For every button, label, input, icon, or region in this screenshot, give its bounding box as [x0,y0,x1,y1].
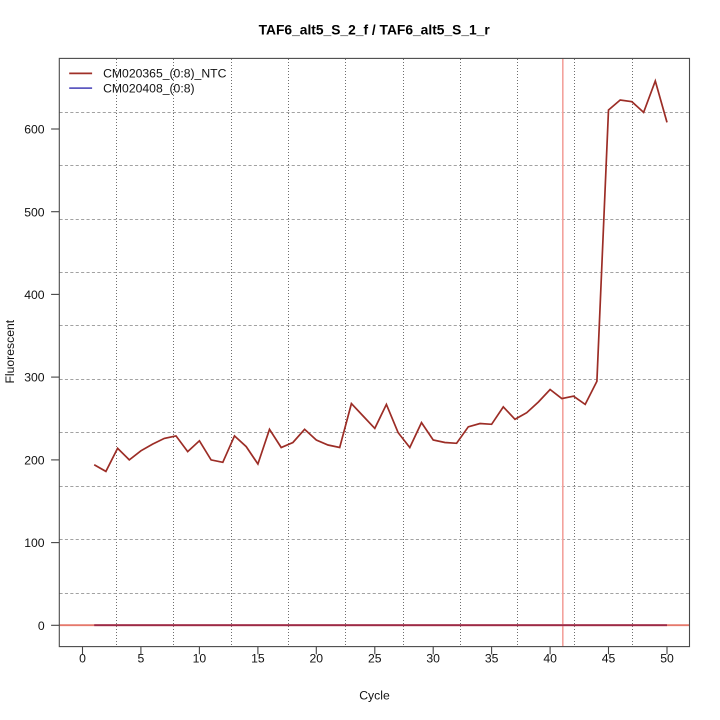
svg-text:5: 5 [138,651,145,665]
svg-text:300: 300 [24,371,45,385]
svg-text:25: 25 [368,651,382,665]
svg-text:100: 100 [24,536,45,550]
svg-text:500: 500 [24,205,45,219]
svg-text:20: 20 [310,651,324,665]
svg-text:200: 200 [24,454,45,468]
svg-text:35: 35 [485,651,499,665]
svg-text:400: 400 [24,288,45,302]
svg-text:TAF6_alt5_S_2_f / TAF6_alt5_S_: TAF6_alt5_S_2_f / TAF6_alt5_S_1_r [259,23,491,38]
svg-text:40: 40 [543,651,557,665]
svg-text:45: 45 [602,651,616,665]
svg-text:600: 600 [24,123,45,137]
svg-text:0: 0 [79,651,86,665]
svg-text:15: 15 [251,651,265,665]
svg-text:30: 30 [426,651,440,665]
svg-text:Fluorescent: Fluorescent [3,319,17,383]
svg-text:50: 50 [660,651,674,665]
svg-text:Cycle: Cycle [359,689,390,703]
svg-text:CM020408_(0:8): CM020408_(0:8) [103,81,194,95]
svg-text:10: 10 [193,651,207,665]
svg-text:0: 0 [38,619,45,633]
svg-text:CM020365_(0:8)_NTC: CM020365_(0:8)_NTC [103,67,226,81]
